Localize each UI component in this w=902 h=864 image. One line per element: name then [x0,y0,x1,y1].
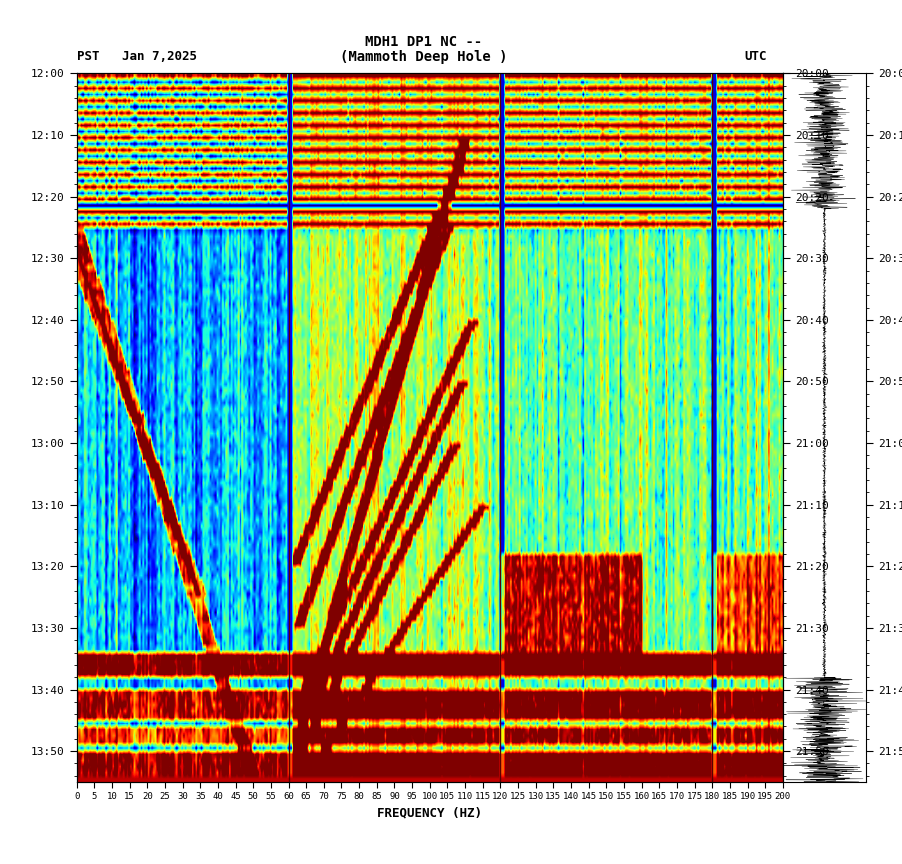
Text: MDH1 DP1 NC --: MDH1 DP1 NC -- [365,35,483,48]
Text: (Mammoth Deep Hole ): (Mammoth Deep Hole ) [340,50,508,64]
Text: PST: PST [77,50,99,63]
Text: Jan 7,2025: Jan 7,2025 [122,50,197,63]
Text: UTC: UTC [744,50,767,63]
X-axis label: FREQUENCY (HZ): FREQUENCY (HZ) [377,807,483,820]
